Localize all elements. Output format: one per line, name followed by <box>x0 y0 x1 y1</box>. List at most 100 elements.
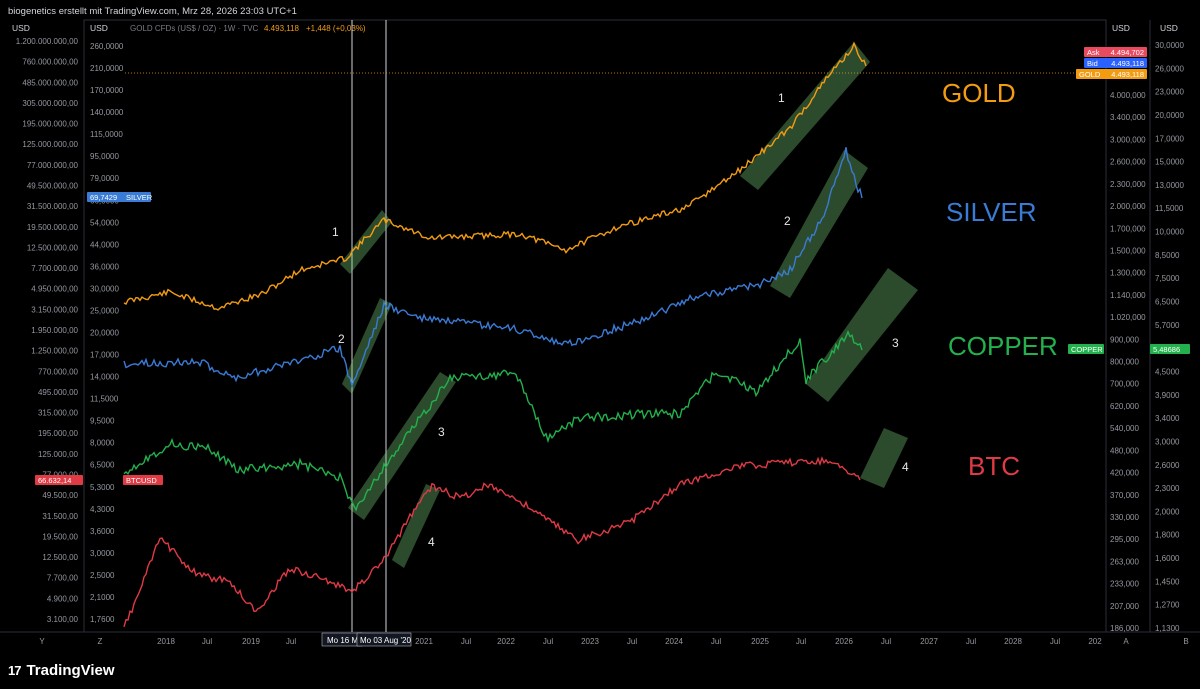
channel-gold-1 <box>340 210 392 274</box>
silver-series-line <box>123 147 863 388</box>
btc-scale-tick: 49.500,00 <box>42 491 78 500</box>
gold-scale-tick: 800,000 <box>1110 358 1139 367</box>
btc-scale-tick: 19.500.000,00 <box>27 223 79 232</box>
time-axis-tick: Jul <box>966 637 976 646</box>
gold-scale-tick: 900,000 <box>1110 335 1139 344</box>
silver-scale-tick: 2,0000 <box>1155 507 1180 516</box>
btc-scale-tick: 4.900,00 <box>47 594 79 603</box>
time-axis-tick: 2026 <box>835 637 853 646</box>
silver-scale-tick: 30,0000 <box>1155 41 1184 50</box>
btc-scale-tick: 760.000.000,00 <box>22 58 78 67</box>
btc-scale-tick: 7.700,00 <box>47 574 79 583</box>
time-axis-tick: 2019 <box>242 637 260 646</box>
btc-scale-tick: 4.950.000,00 <box>31 285 78 294</box>
copper-scale-tick: 4,3000 <box>90 505 115 514</box>
footer: 17 TradingView <box>0 652 1200 689</box>
silver-scale-tick: 1,2700 <box>1155 601 1180 610</box>
copper-series-line <box>123 329 863 512</box>
gold-scale-tick: 295,000 <box>1110 535 1139 544</box>
gold-scale-tick: 3.400,000 <box>1110 113 1146 122</box>
copper-scale-tick: 8,0000 <box>90 439 115 448</box>
time-axis-tick: 2028 <box>1004 637 1022 646</box>
gold-tag-bg <box>1076 69 1147 79</box>
btc-scale-tick: 770.000,00 <box>38 367 79 376</box>
time-axis-tick: 2024 <box>665 637 683 646</box>
copper-scale-tick: 1,7600 <box>90 615 115 624</box>
annotation-n4: 4 <box>428 535 435 549</box>
crosshair-label-2: Mo 03 Aug '20 <box>360 636 411 645</box>
copper-scale-tick: 3,6000 <box>90 527 115 536</box>
silver-scale-tick: 1,8000 <box>1155 531 1180 540</box>
btc-scale-tick: 3.100,00 <box>47 615 79 624</box>
silver-scale-tick: 13,0000 <box>1155 181 1184 190</box>
copper-scale-tick: 54,0000 <box>90 218 119 227</box>
instrument-price: 4.493,118 <box>264 24 300 33</box>
copper-scale-tick: 20,0000 <box>90 329 119 338</box>
copper-axis-currency: USD <box>90 23 108 33</box>
time-axis-tick: Jul <box>286 637 296 646</box>
silver-scale-tick: 17,0000 <box>1155 134 1184 143</box>
copper-scale-tick: 5,3000 <box>90 483 115 492</box>
silver-scale-tick: 5,7000 <box>1155 321 1180 330</box>
copper-tag-value-bg <box>1150 344 1190 354</box>
copper-scale-tick: 79,0000 <box>90 174 119 183</box>
copper-tag-value: 5,48686 <box>1153 345 1180 354</box>
silver-scale-tick: 20,0000 <box>1155 111 1184 120</box>
copper-scale-tick: 17,0000 <box>90 351 119 360</box>
scale-letter-a: A <box>1123 637 1129 646</box>
copper-scale-tick: 6,5000 <box>90 461 115 470</box>
channel-silver-1 <box>342 298 392 394</box>
btc-tag-label-bg <box>123 475 163 485</box>
btc-scale-tick: 125.000.000,00 <box>22 140 78 149</box>
copper-scale-tick: 36,0000 <box>90 262 119 271</box>
time-axis-tick: Jul <box>627 637 637 646</box>
channel-copper-1 <box>348 372 456 520</box>
gold-scale-tick: 330,000 <box>1110 513 1139 522</box>
silver-tag-label: SILVER <box>126 193 153 202</box>
copper-label: COPPER <box>948 331 1058 361</box>
time-axis-tick: 2025 <box>751 637 769 646</box>
annotation-n1: 1 <box>778 91 785 105</box>
time-axis-tick: 2027 <box>920 637 938 646</box>
silver-scale-tick: 7,5000 <box>1155 274 1180 283</box>
btc-scale-tick: 195.000.000,00 <box>22 120 78 129</box>
silver-tag-bg <box>87 192 151 202</box>
gold-scale-tick: 2.600,000 <box>1110 158 1146 167</box>
copper-scale-tick: 14,0000 <box>90 373 119 382</box>
tradingview-logo[interactable]: 17 TradingView <box>8 662 115 679</box>
gold-label: GOLD <box>942 78 1016 108</box>
btc-scale-tick: 125.000,00 <box>38 450 79 459</box>
crosshair-label-1: Mo 16 M <box>327 636 358 645</box>
silver-scale-tick: 11,5000 <box>1155 204 1184 213</box>
time-axis-tick: Jul <box>881 637 891 646</box>
copper-scale-tick: 115,0000 <box>90 130 123 139</box>
plot-frame <box>83 19 1107 633</box>
silver-scale-tick: 1,4500 <box>1155 577 1180 586</box>
time-axis-tick: 2018 <box>157 637 175 646</box>
instrument-title: GOLD CFDs (US$ / OZ) · 1W · TVC <box>130 24 259 33</box>
btc-scale-tick: 1.950.000,00 <box>31 326 78 335</box>
bid-tag-value: 4.493,118 <box>1111 59 1144 68</box>
silver-scale-tick: 15,0000 <box>1155 158 1184 167</box>
btc-scale-tick: 19.500,00 <box>42 532 78 541</box>
btc-scale-tick: 3.150.000,00 <box>31 305 78 314</box>
tradingview-logo-icon: 17 <box>8 663 22 678</box>
copper-scale-tick: 30,0000 <box>90 284 119 293</box>
time-axis-tick: 2022 <box>497 637 515 646</box>
gold-scale-tick: 233,000 <box>1110 580 1139 589</box>
copper-scale-tick: 44,0000 <box>90 240 119 249</box>
copper-tag-label: COPPER <box>1071 345 1103 354</box>
silver-scale-tick: 2,6000 <box>1155 461 1180 470</box>
gold-scale-tick: 420,000 <box>1110 469 1139 478</box>
annotation-n1: 1 <box>332 225 339 239</box>
btc-scale-tick: 1.200.000.000,00 <box>16 37 79 46</box>
annotation-n2: 2 <box>338 332 345 346</box>
gold-scale-tick: 2.300,000 <box>1110 180 1146 189</box>
gold-scale-tick: 1.700,000 <box>1110 224 1146 233</box>
chart-area[interactable]: USD USD USD USD GOLD CFDs (US$ / OZ) · 1W · … <box>0 0 1200 652</box>
crosshair-label-2-bg <box>356 632 412 647</box>
btc-series-line <box>123 456 861 627</box>
silver-tag-value: 69,7429 <box>90 193 117 202</box>
gold-scale-tick: 1.300,000 <box>1110 269 1146 278</box>
silver-scale-tick: 1,6000 <box>1155 554 1180 563</box>
